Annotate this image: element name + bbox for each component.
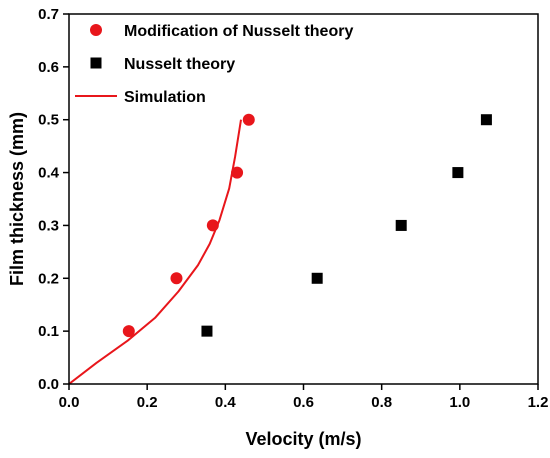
x-tick-label: 0.2 [137, 394, 158, 411]
x-tick-label: 0.0 [59, 394, 80, 411]
legend-nusselt-swatch [90, 57, 102, 69]
series-layer [68, 113, 492, 385]
modified-nusselt-point [122, 325, 135, 338]
modified-nusselt-point [170, 272, 183, 285]
y-tick-label: 0.1 [38, 323, 59, 340]
legend-label: Modification of Nusselt theory [124, 23, 353, 40]
nusselt-point [480, 114, 492, 126]
legend-label: Simulation [124, 89, 206, 106]
x-tick-label: 1.2 [528, 394, 549, 411]
x-tick-label: 1.0 [449, 394, 470, 411]
modified-nusselt-point [242, 113, 255, 126]
x-tick-label: 0.4 [215, 394, 237, 411]
plot-frame [68, 13, 539, 385]
y-tick-label: 0.6 [38, 59, 59, 76]
simulation-line [68, 119, 242, 385]
y-tick-label: 0.0 [38, 376, 59, 393]
y-tick-label: 0.5 [38, 112, 59, 129]
nusselt-point [452, 167, 464, 179]
legend-modified-nusselt-swatch [90, 24, 102, 36]
x-axis-title: Velocity (m/s) [245, 429, 361, 449]
legend-label: Nusselt theory [124, 56, 235, 73]
y-axis-title: Film thickness (mm) [7, 112, 27, 286]
y-tick-label: 0.3 [38, 217, 59, 234]
legend: Modification of Nusselt theory Nusselt th… [75, 23, 353, 106]
nusselt-point [201, 325, 213, 337]
modified-nusselt-point [206, 219, 219, 232]
ticks-layer: 0.0 0.2 0.4 0.6 0.8 1.0 1.2 0.0 0.1 0.2 0.3 0.4 0.5 0… [38, 6, 548, 411]
nusselt-point [311, 272, 323, 284]
nusselt-point [395, 219, 407, 231]
y-tick-label: 0.2 [38, 270, 59, 287]
y-tick-label: 0.4 [38, 165, 60, 182]
x-tick-label: 0.6 [293, 394, 314, 411]
y-tick-label: 0.7 [38, 6, 59, 23]
modified-nusselt-point [231, 166, 244, 179]
x-tick-label: 0.8 [371, 394, 392, 411]
